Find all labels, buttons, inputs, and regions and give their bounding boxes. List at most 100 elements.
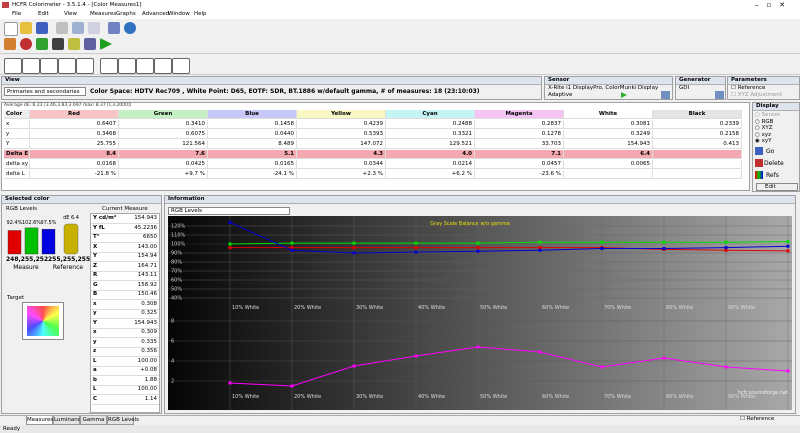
checkbox[interactable]: ☐ XYZ Adjustment [731, 92, 782, 98]
radio-option[interactable]: ○ RGB [755, 118, 774, 125]
table-cell [564, 170, 653, 179]
reference-label: Reference [52, 264, 84, 271]
panel-label: Generator [676, 77, 725, 85]
radio-option[interactable]: ○ XYZ [755, 125, 773, 131]
reference-rgb: 255,255,255 [48, 256, 91, 263]
refs-icon[interactable] [755, 171, 763, 179]
sensor-mode[interactable]: Adaptive [548, 92, 573, 98]
menu-item[interactable]: Window [168, 11, 190, 17]
button[interactable]: Refs [766, 172, 779, 179]
series-point [228, 381, 232, 385]
button[interactable]: Edit [756, 183, 798, 191]
row-divider [91, 251, 159, 253]
series-point [786, 249, 790, 253]
tab[interactable]: Measures [26, 416, 54, 425]
radio-option[interactable]: ○ xyz [755, 131, 771, 138]
menu-item[interactable]: View [64, 11, 78, 17]
column-header: White [564, 110, 653, 119]
view-selector[interactable]: Primaries and secondaries [4, 87, 86, 96]
column-header: Blue [208, 110, 297, 119]
play-icon[interactable] [621, 92, 627, 98]
measure-value: 143.00 [137, 243, 157, 250]
delete-icon[interactable] [755, 159, 763, 167]
measure-name: y [93, 338, 97, 345]
level-bar [41, 228, 56, 255]
menu-item[interactable]: Edit [38, 11, 49, 17]
selected-color-panel: Selected color RGB Levels Current Measur… [1, 195, 162, 414]
row-divider [91, 394, 159, 395]
measure-name: x [93, 300, 97, 307]
measure-name: G [93, 281, 98, 288]
row-divider [91, 242, 159, 243]
measure-value: +0.08 [140, 367, 157, 373]
radio-option[interactable]: ◉ xyY [755, 138, 772, 144]
column-header: Green [119, 110, 208, 119]
series-point [290, 246, 294, 250]
table-cell: 0.0214 [386, 160, 475, 169]
go-icon[interactable] [755, 147, 763, 155]
chart-title: Gray Scale Balance w/o gamma [430, 221, 510, 227]
graph-toolbar [0, 55, 800, 75]
measure-value: 45.2236 [134, 224, 157, 231]
tab[interactable]: Luminance [53, 416, 85, 425]
measure-rgb: 248,255,252 [6, 256, 49, 263]
tab[interactable]: Gamma [80, 416, 107, 425]
checkbox[interactable]: ☐ Reference [740, 416, 775, 422]
row-divider [91, 270, 159, 272]
series-point [290, 241, 294, 245]
graph-selector[interactable]: RGB Levels [168, 207, 290, 215]
x-tick-label: 10% White [232, 394, 259, 400]
menu-item[interactable]: Help [194, 11, 207, 17]
x-tick-label: 80% White [666, 394, 693, 400]
series-point [786, 240, 790, 244]
measure-name: L [93, 386, 97, 392]
y2-tick-label: 8 [171, 319, 174, 325]
menu-item[interactable]: File [12, 11, 22, 17]
table-cell: 0.2158 [653, 130, 742, 139]
table-cell: 0.4239 [297, 120, 386, 129]
measure-value: 0.335 [141, 338, 157, 345]
level-label: 97.5% [41, 220, 57, 226]
window-controls[interactable]: –▫✕ [755, 1, 794, 9]
tab-bar: Measures Luminance Gamma RGB Levels [0, 415, 800, 425]
config-icon[interactable] [715, 91, 724, 99]
levels-label: RGB Levels [6, 206, 37, 212]
measure-value: 0.356 [141, 348, 157, 354]
measure-value: 0.309 [141, 329, 157, 335]
table-cell: 0.0165 [208, 160, 297, 169]
measure-name: Y [93, 319, 97, 326]
display-panel: Display ○ Sensor ○ RGB ○ XYZ ○ xyz ◉ xyY Go … [752, 102, 800, 192]
menu-item[interactable]: Graphs [116, 11, 136, 17]
measure-name: y [93, 310, 97, 316]
y2-tick-label: 2 [171, 379, 174, 385]
measure-label: Measure [13, 264, 39, 271]
title-bar: HCFR Colorimeter - 3.5.1.4 - [Color Meas… [0, 0, 800, 10]
table-cell [653, 150, 742, 159]
table-cell: 8.489 [208, 140, 297, 149]
row-header: x [4, 120, 30, 129]
menu-item[interactable]: Advanced [142, 11, 170, 17]
status-bar: Ready [0, 425, 800, 433]
table-cell: 0.3468 [30, 130, 119, 139]
table-cell: 25.755 [30, 140, 119, 149]
radio-option[interactable]: ○ Sensor [755, 112, 781, 118]
y-tick-label: 110% [171, 233, 186, 239]
button[interactable]: Go [766, 148, 775, 155]
tab[interactable]: RGB Levels [107, 416, 139, 425]
table-cell: 0.413 [653, 140, 742, 149]
series-point [476, 345, 480, 349]
checkbox[interactable]: ☐ Reference [731, 85, 766, 91]
button[interactable]: Delete [764, 160, 784, 167]
row-divider [91, 280, 159, 281]
measure-value: 154.943 [134, 215, 157, 221]
y-tick-label: 90% [171, 251, 182, 257]
row-divider [91, 308, 159, 310]
menu-item[interactable]: Measures [90, 11, 117, 17]
series-point [538, 246, 542, 250]
table-cell: 129.521 [386, 140, 475, 149]
generator-device: GDI [679, 85, 690, 91]
row-divider [91, 232, 159, 234]
series-point [786, 244, 790, 248]
config-icon[interactable] [661, 91, 670, 99]
measure-value: 154.943 [134, 319, 157, 326]
